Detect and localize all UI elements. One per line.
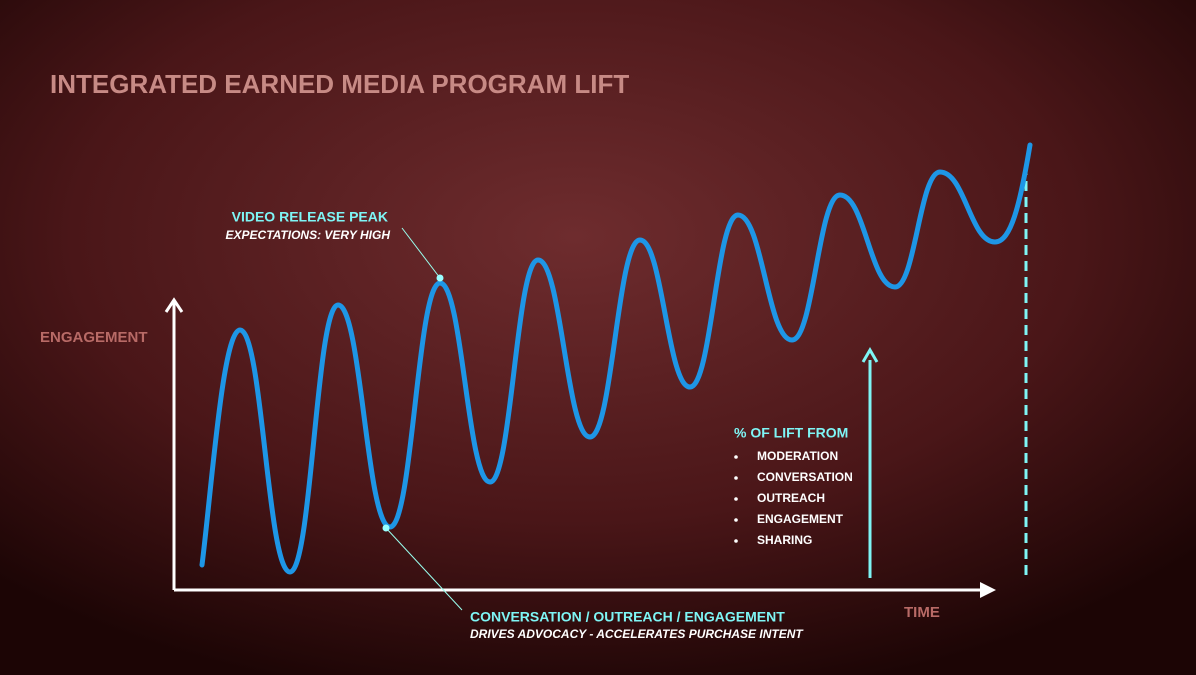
bullet (734, 518, 738, 522)
lift-item: CONVERSATION (757, 470, 853, 484)
lift-item: SHARING (757, 533, 812, 547)
peak-subtitle: EXPECTATIONS: VERY HIGH (226, 228, 391, 242)
lift-title: % OF LIFT FROM (734, 425, 848, 441)
peak-title: VIDEO RELEASE PEAK (232, 209, 388, 225)
trough-leader (385, 527, 463, 611)
title: INTEGRATED EARNED MEDIA PROGRAM LIFT (50, 69, 629, 99)
peak-dot (436, 274, 444, 282)
bullet (734, 476, 738, 480)
lift-item: OUTREACH (757, 491, 825, 505)
bullet (734, 497, 738, 501)
y-axis-label: ENGAGEMENT (40, 329, 148, 346)
x-axis-label: TIME (904, 604, 940, 621)
lift-arrow-head (861, 347, 879, 363)
y-axis-arrow (164, 297, 184, 313)
peak-leader (401, 227, 441, 279)
engagement-wave (199, 142, 1033, 575)
x-axis-arrow (980, 582, 996, 598)
trough-dot (382, 524, 390, 532)
bullet (734, 455, 738, 459)
trough-title: CONVERSATION / OUTREACH / ENGAGEMENT (470, 609, 785, 625)
lift-item: ENGAGEMENT (757, 512, 844, 526)
bullet (734, 539, 738, 543)
trough-subtitle: DRIVES ADVOCACY - ACCELERATES PURCHASE I… (470, 627, 804, 641)
lift-item: MODERATION (757, 449, 838, 463)
lift-list: MODERATION CONVERSATION OUTREACH ENGAGEMENT… (734, 449, 853, 547)
